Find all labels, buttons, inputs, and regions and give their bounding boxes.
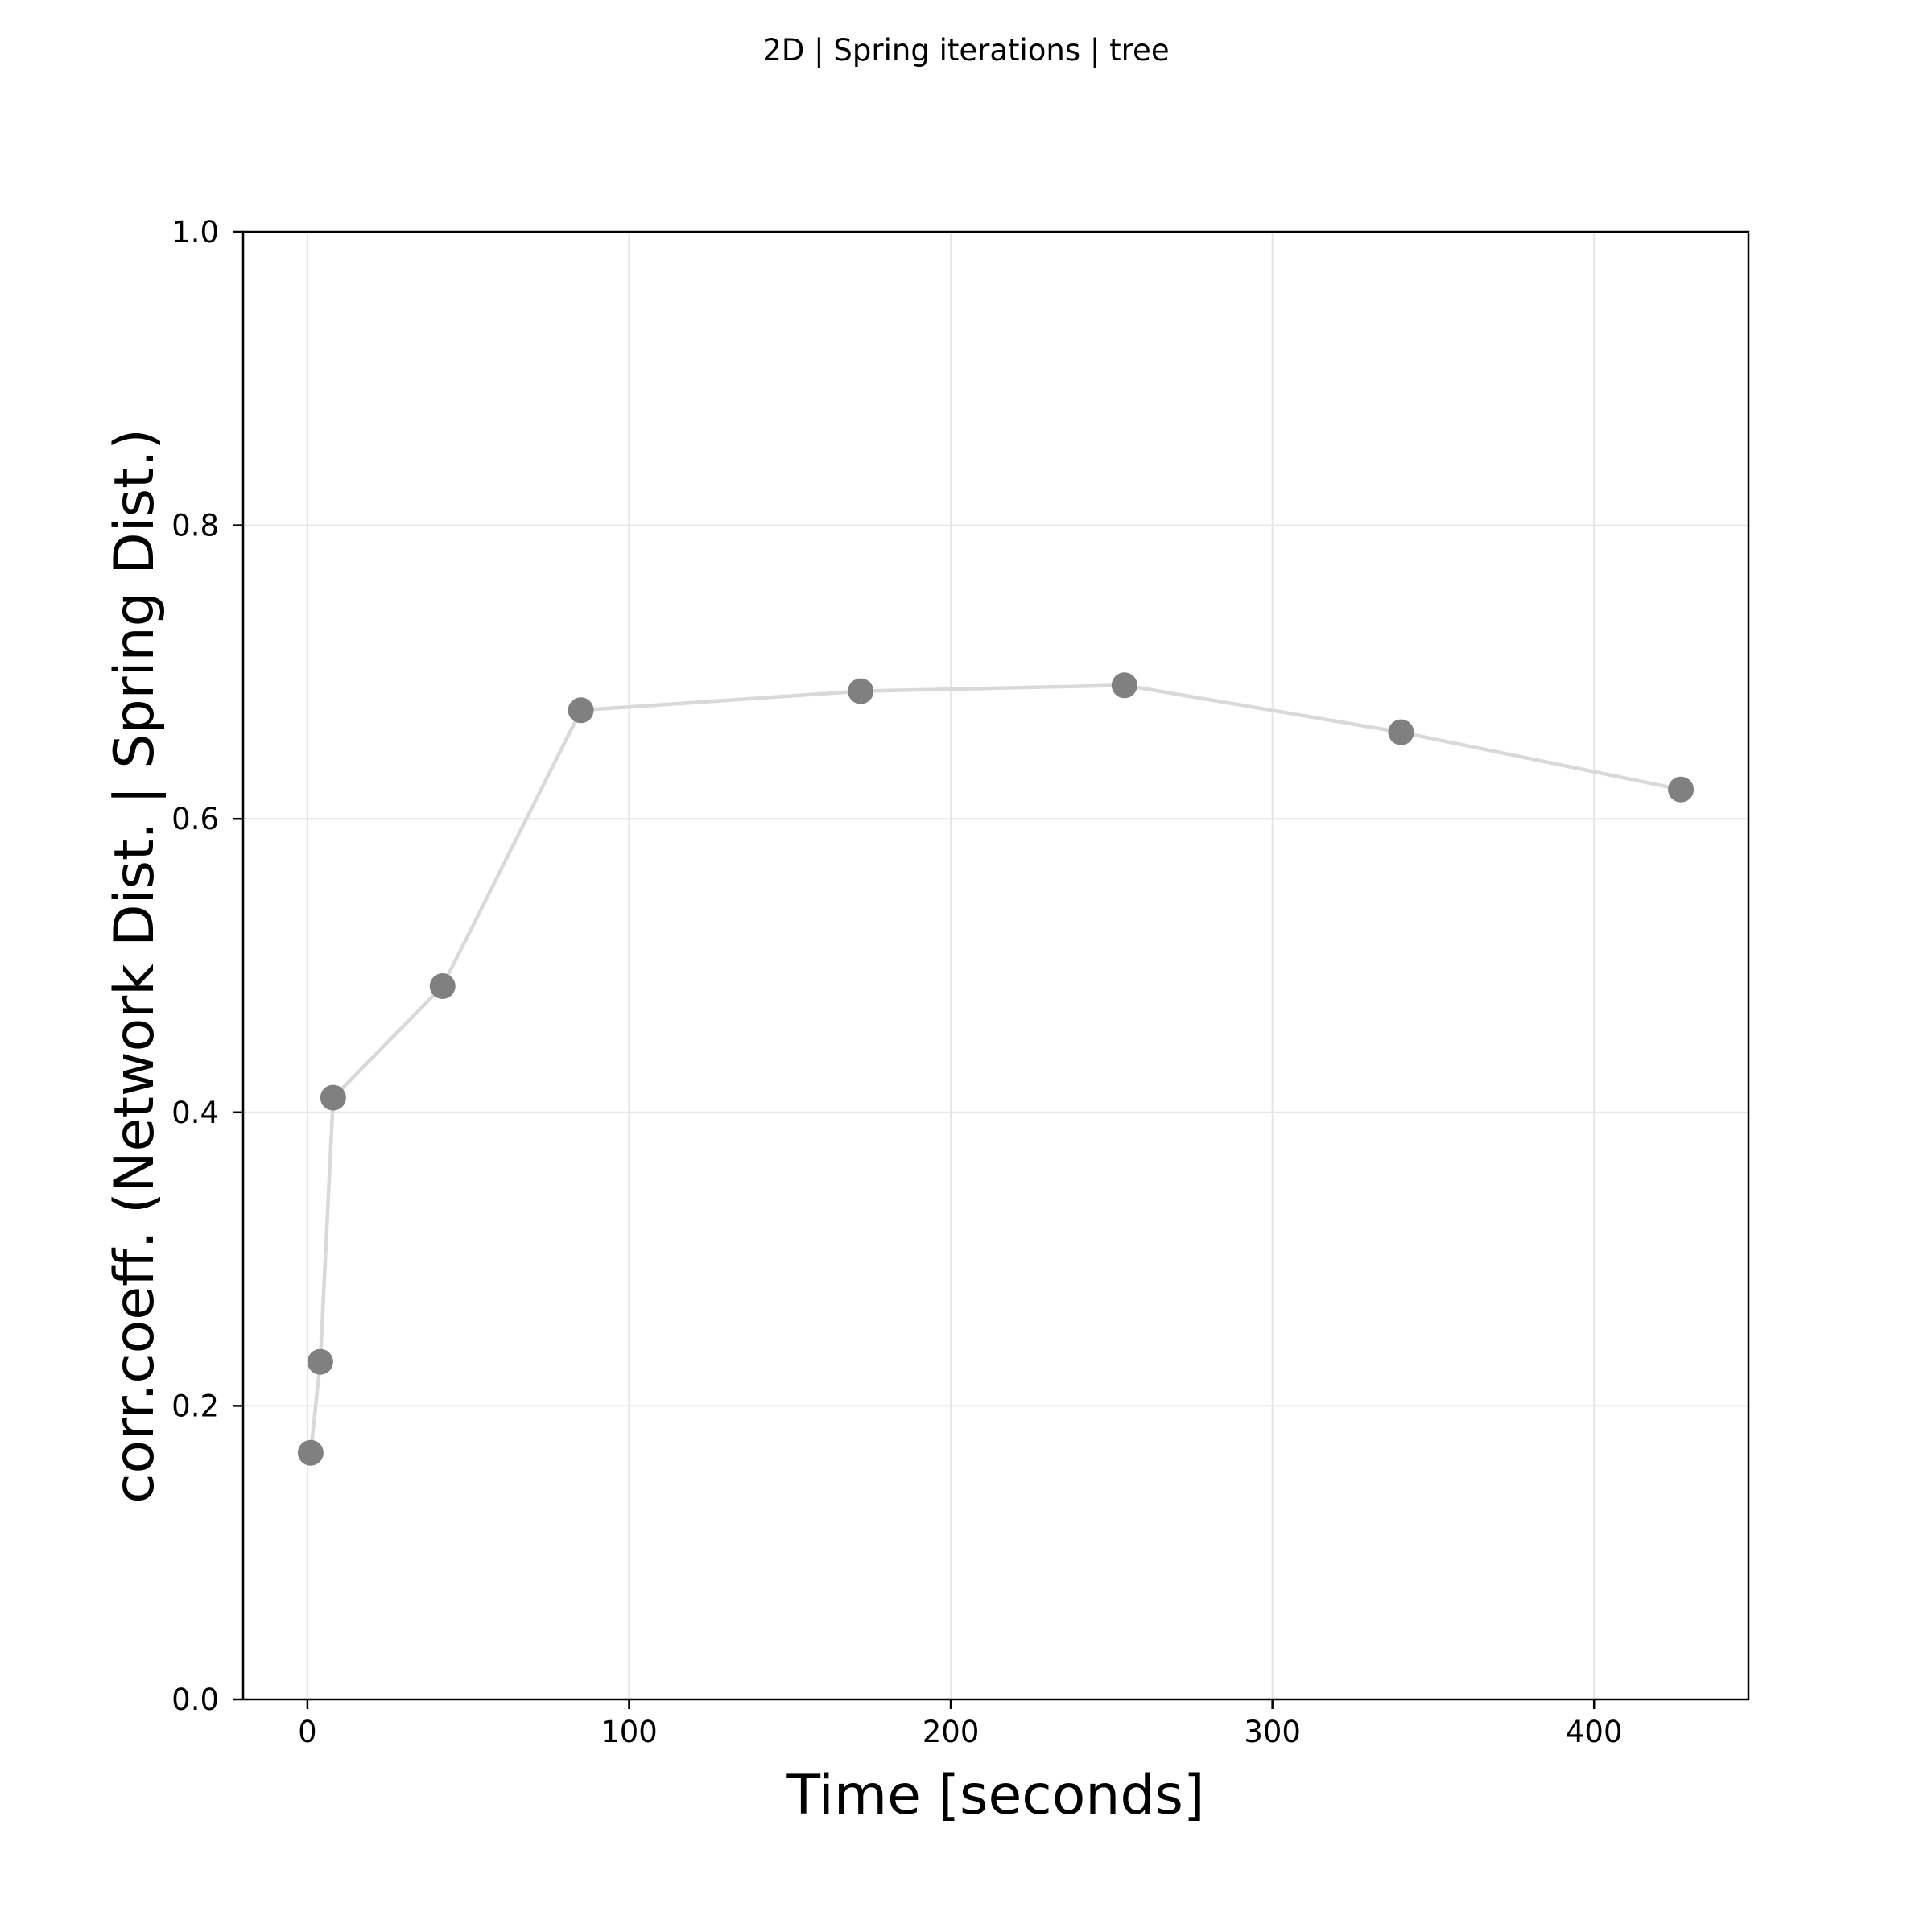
y-tick-label: 1.0 [171, 215, 219, 250]
data-point [568, 697, 594, 724]
chart-title: 2D | Spring iterations | tree [762, 33, 1169, 68]
data-point [1668, 776, 1695, 803]
y-tick-label: 0.6 [171, 802, 219, 836]
y-tick-label: 0.0 [171, 1682, 219, 1717]
x-axis-ticks: 0 100 200 300 400 [298, 1699, 1623, 1749]
y-tick-label: 0.8 [171, 509, 219, 543]
data-point [429, 973, 456, 1000]
plot-frame [242, 230, 1750, 1701]
data-point [297, 1439, 324, 1466]
x-tick-label: 400 [1566, 1715, 1623, 1749]
x-tick-label: 300 [1244, 1715, 1301, 1749]
data-point [1388, 719, 1414, 745]
data-point [1111, 672, 1137, 699]
y-tick-label: 0.2 [171, 1389, 219, 1423]
data-point [307, 1348, 333, 1375]
x-tick-label: 100 [601, 1715, 658, 1749]
series-markers-group [297, 672, 1695, 1466]
data-point [320, 1084, 346, 1111]
data-point [848, 678, 874, 704]
y-tick-label: 0.4 [171, 1096, 219, 1130]
y-axis-ticks: 0.0 0.2 0.4 0.6 0.8 1.0 [171, 215, 243, 1717]
x-axis-label: Time [seconds] [786, 1764, 1204, 1827]
x-tick-label: 200 [923, 1715, 980, 1749]
x-tick-label: 0 [298, 1715, 317, 1749]
y-axis-label: corr.coeff. (Network Dist. | Spring Dist… [103, 428, 167, 1504]
